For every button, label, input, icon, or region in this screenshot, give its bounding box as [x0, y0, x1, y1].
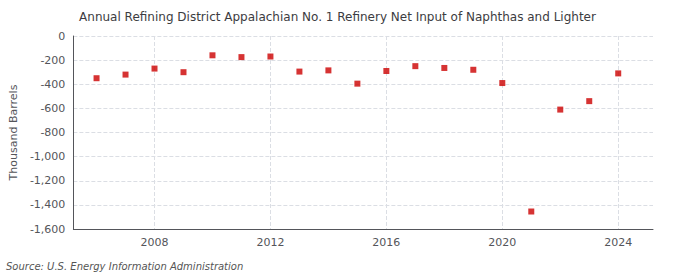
svg-text:2012: 2012: [256, 236, 284, 249]
svg-text:2024: 2024: [604, 236, 632, 249]
svg-text:-1,000: -1,000: [30, 150, 65, 163]
svg-text:-800: -800: [40, 126, 65, 139]
svg-text:Source: U.S. Energy Informatio: Source: U.S. Energy Information Administ…: [6, 261, 243, 272]
svg-text:-1,200: -1,200: [30, 174, 65, 187]
svg-text:-600: -600: [40, 102, 65, 115]
svg-text:2008: 2008: [141, 236, 169, 249]
svg-text:Thousand Barrels: Thousand Barrels: [7, 84, 20, 181]
svg-text:Annual Refining District Appal: Annual Refining District Appalachian No.…: [79, 10, 596, 24]
svg-text:2020: 2020: [488, 236, 516, 249]
svg-text:-200: -200: [40, 54, 65, 67]
svg-text:-1,600: -1,600: [30, 223, 65, 236]
svg-text:-1,400: -1,400: [30, 198, 65, 211]
svg-text:0: 0: [58, 30, 65, 43]
svg-text:-400: -400: [40, 78, 65, 91]
svg-text:2016: 2016: [372, 236, 400, 249]
